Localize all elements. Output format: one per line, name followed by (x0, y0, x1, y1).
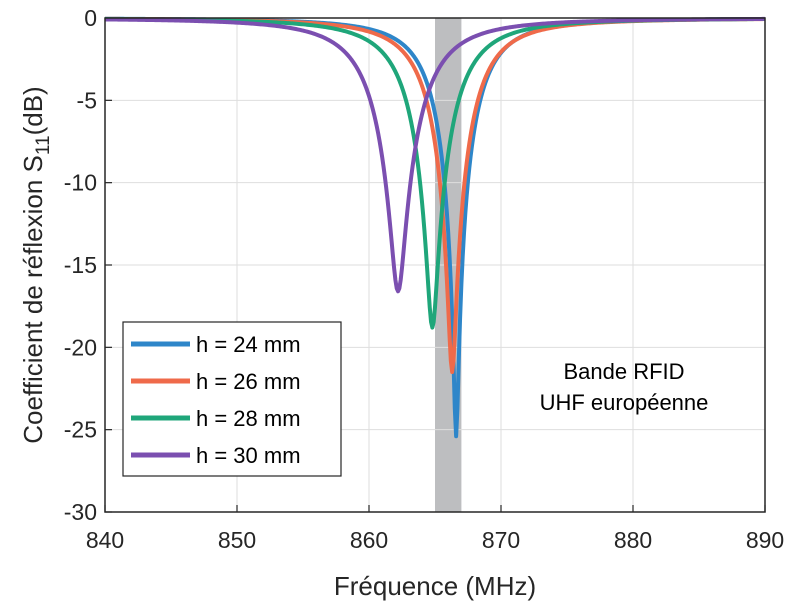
y-axis-label-unit: (dB) (18, 86, 48, 135)
series-line (104, 16, 766, 294)
plot-frame (104, 17, 766, 513)
x-axis-label: Fréquence (MHz) (334, 571, 536, 601)
y-axis-label-main: Coefficient de réflexion S (18, 155, 48, 444)
x-tick-label: 840 (86, 527, 124, 553)
legend: h = 24 mm h = 26 mm h = 28 mm h = 30 mm (122, 321, 342, 477)
x-tick-label: 850 (218, 527, 256, 553)
band-annotation-line2: UHF européenne (540, 390, 709, 415)
y-tick-label: -5 (77, 87, 97, 113)
y-tick-label: -30 (64, 499, 97, 525)
x-tick-label: 880 (614, 527, 652, 553)
legend-label: h = 30 mm (196, 443, 301, 468)
x-tick-label: 870 (482, 527, 520, 553)
y-tick-label: -15 (64, 252, 97, 278)
y-tick-label: -20 (64, 334, 97, 360)
series-curves (104, 16, 766, 439)
band-annotation-line1: Bande RFID (563, 359, 684, 384)
y-tick-label: 0 (84, 5, 97, 31)
y-axis-label-sub: 11 (33, 135, 54, 155)
x-tick-label: 890 (746, 527, 784, 553)
legend-label: h = 24 mm (196, 332, 301, 357)
y-tick-labels: 0 -5 -10 -15 -20 -25 -30 (64, 5, 97, 525)
y-axis-label: Coefficient de réflexion S11(dB) (18, 86, 54, 443)
x-tick-labels: 840 850 860 870 880 890 (86, 527, 784, 553)
legend-box (122, 321, 342, 477)
y-tick-label: -25 (64, 417, 97, 443)
y-tick-label: -10 (64, 170, 97, 196)
legend-label: h = 28 mm (196, 406, 301, 431)
x-tick-label: 860 (350, 527, 388, 553)
legend-label: h = 26 mm (196, 369, 301, 394)
